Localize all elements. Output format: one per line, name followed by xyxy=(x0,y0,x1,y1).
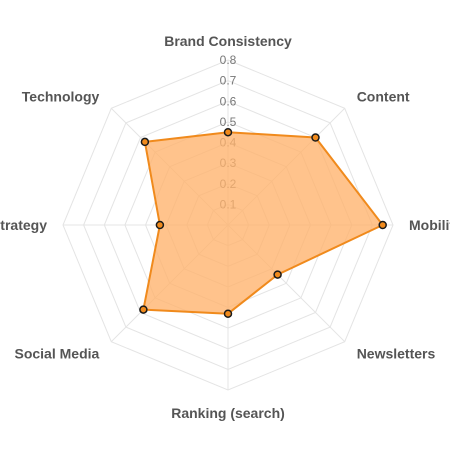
data-point[interactable] xyxy=(223,127,233,137)
tick-label: 0.5 xyxy=(220,115,237,129)
data-point[interactable] xyxy=(140,137,150,147)
axis-label-brand-consistency: Brand Consistency xyxy=(164,33,292,49)
data-point[interactable] xyxy=(378,220,387,230)
axis-label-mobility: Mobility xyxy=(409,217,450,233)
axis-label-content: Content xyxy=(357,88,410,104)
data-point[interactable] xyxy=(273,270,282,279)
tick-label: 0.8 xyxy=(220,53,237,67)
axis-label-ranking-search: Ranking (search) xyxy=(171,405,285,421)
data-point[interactable] xyxy=(155,220,165,230)
tick-label: 0.6 xyxy=(220,94,237,108)
axis-labels: Brand Consistency Content Mobility Newslett… xyxy=(0,33,450,421)
data-point[interactable] xyxy=(223,309,233,318)
axis-label-technology: Technology xyxy=(22,88,100,104)
axis-label-newsletters: Newsletters xyxy=(357,346,436,362)
data-point[interactable] xyxy=(311,133,320,142)
axis-label-strategy: Strategy xyxy=(0,217,47,233)
tick-label: 0.7 xyxy=(220,74,237,88)
radar-series xyxy=(139,127,387,318)
data-point[interactable] xyxy=(139,305,148,314)
axis-label-social-media: Social Media xyxy=(14,346,99,362)
